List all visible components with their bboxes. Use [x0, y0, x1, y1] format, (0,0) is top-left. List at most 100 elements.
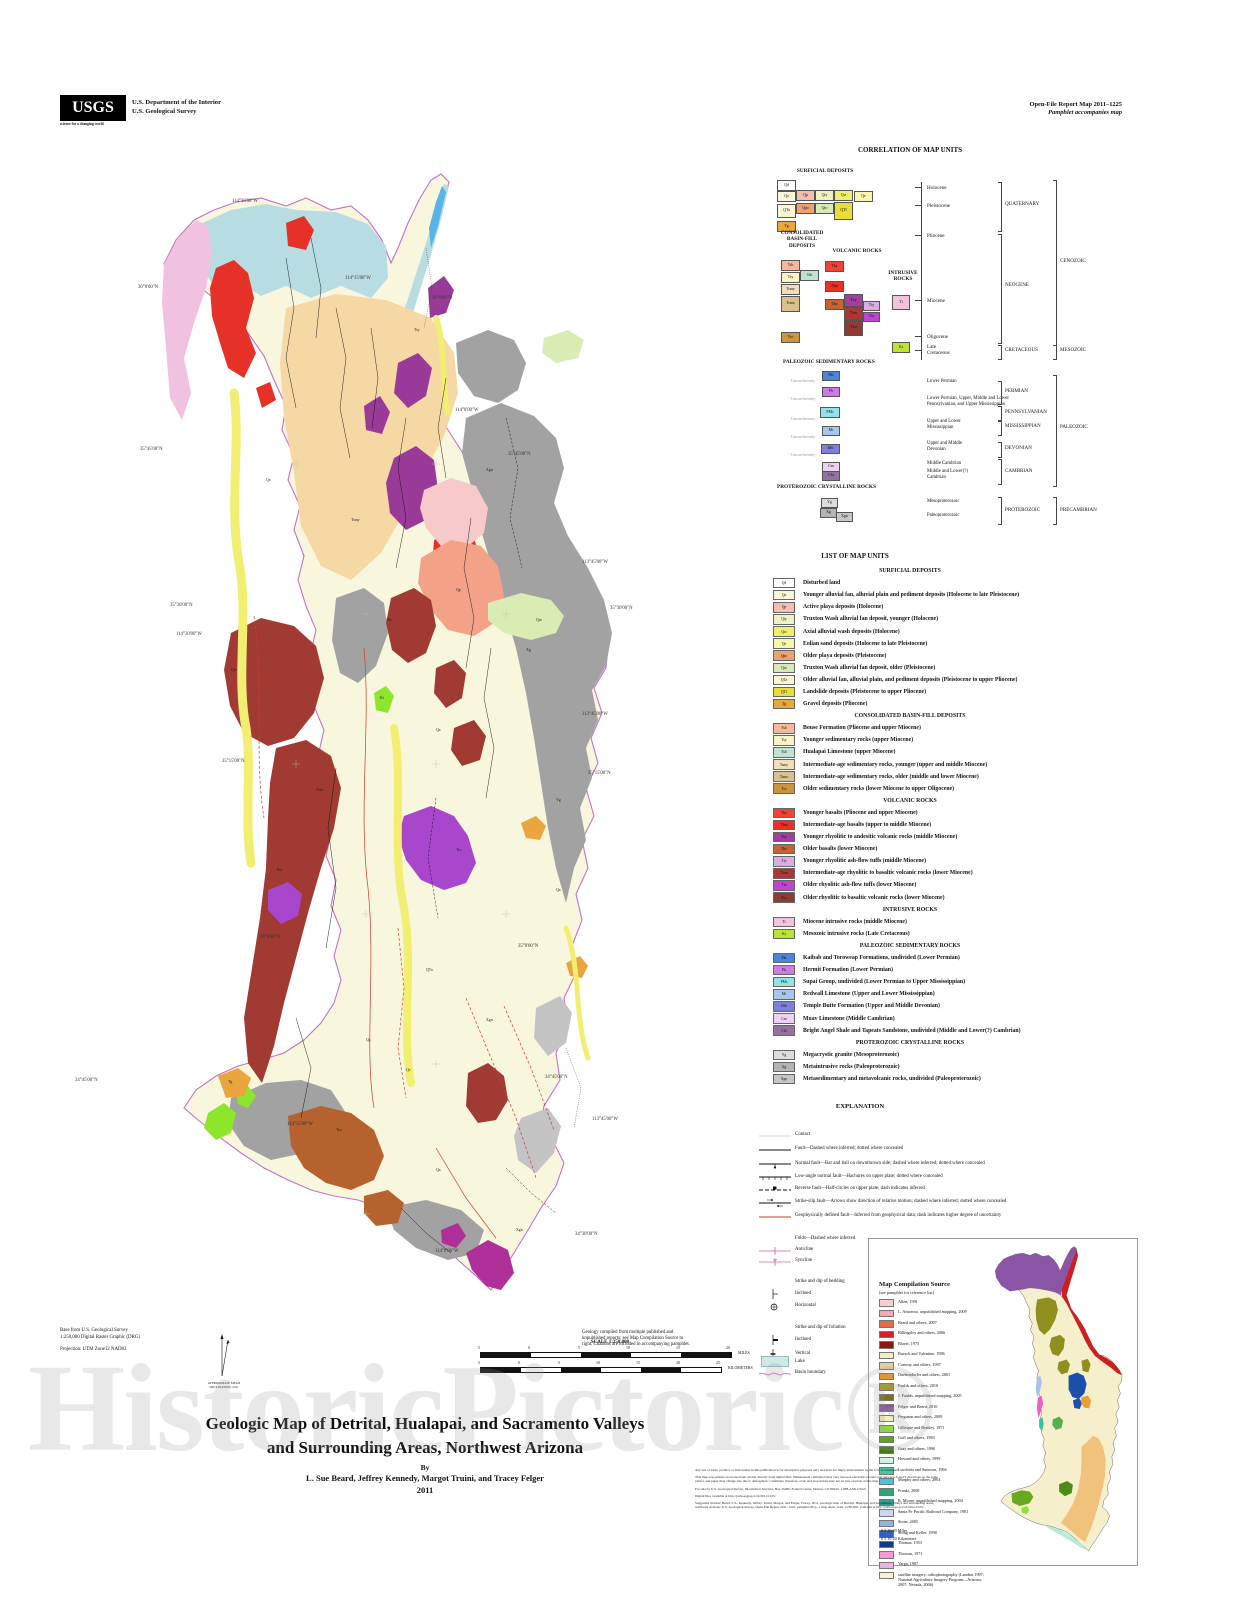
correlation-unit-box: Tbm [825, 281, 844, 292]
map-unit-row: Tbm Intermediate-age basalts (upper to m… [755, 819, 1195, 831]
source-row: satellite imagery, orthophotography (Lan… [879, 1572, 987, 1588]
unit-code: Xg [826, 510, 831, 515]
map-unit-label: Younger rhyolitic ash-flow tuffs (middle… [803, 858, 927, 865]
era-bracket [998, 459, 1002, 485]
time-tick [915, 300, 921, 301]
normal-fault-label: Normal fault—Bar and ball on downthrown … [795, 1161, 985, 1166]
north-arrow-icon [220, 1334, 230, 1377]
map-unit-row: Dtb Temple Butte Formation (Upper and Mi… [755, 1000, 1195, 1012]
correlation-label: MISSISSIPPIAN [1005, 423, 1041, 429]
era-bracket [998, 497, 1002, 525]
map-unit-swatch: Xg [773, 1061, 795, 1073]
dept-line2: U.S. Geological Survey [132, 107, 197, 115]
anticline-label: Anticline [795, 1247, 814, 1252]
map-unit-code-label: Ki [380, 696, 384, 700]
coordinate-label: 113°45'00"W [582, 712, 608, 717]
map-unit-label: Hualapai Limestone (upper Miocene) [803, 749, 896, 756]
foliation-inclined-label: Inclined [795, 1337, 812, 1342]
map-unit-code: Ti [782, 919, 786, 924]
correlation-label: PALEOZOIC [1060, 424, 1088, 430]
main-map-svg [162, 173, 612, 1291]
dept-line1: U.S. Department of the Interior [132, 99, 221, 106]
map-unit-code: Tbo [781, 847, 787, 852]
map-unit-swatch: Qp [773, 602, 795, 613]
source-swatch [879, 1435, 894, 1444]
map-unit-swatch: Dtb [773, 1001, 795, 1012]
correlation-label: Paleoproterozoic [927, 513, 960, 518]
map-unit-code-label: Xg [526, 648, 531, 652]
km-unit: KILOMETERS [728, 1366, 753, 1370]
miles-tick: 0 [528, 1346, 530, 1350]
map-unit-code-label: Qe [406, 1068, 411, 1072]
map-unit-code-label: Qa [436, 1168, 441, 1172]
map-unit-row: Ph Hermit Formation (Lower Permian) [755, 964, 1195, 976]
map-unit-row: Qto Truxton Wash alluvial fan deposit, o… [755, 662, 1195, 674]
map-unit-code: Ki [782, 931, 786, 936]
map-unit-swatch: Tvo [773, 892, 795, 903]
compilation-inset-map [994, 1246, 1123, 1552]
unit-code: Qty [821, 192, 828, 197]
map-unit-row: Tbo Older basalts (lower Miocene) [755, 843, 1195, 855]
map-unit-row: Tso Older sedimentary rocks (lower Mioce… [755, 783, 1195, 795]
fine-print-p2: This map was printed on an electronic pl… [695, 1475, 938, 1484]
source-label: Faulds and others, 2010 [898, 1382, 939, 1388]
map-unit-code-label: Qa [266, 478, 271, 482]
map-unit-label: Older basalts (lower Miocene) [803, 846, 878, 853]
byline: By [420, 1463, 430, 1472]
map-unit-code: Tvo [781, 895, 787, 900]
map-unit-row: Qe Eolian sand deposits (Holocene to lat… [755, 638, 1195, 650]
map-unit-code-label: QTa [426, 968, 433, 972]
map-unit-code: Xgn [780, 1076, 788, 1081]
strike-slip-fault-label: Strike-slip fault—Arrows show direction … [795, 1199, 1007, 1204]
map-unit-row: Ti Miocene intrusive rocks (middle Mioce… [755, 916, 1195, 928]
map-unit-swatch: Tbm [773, 819, 795, 831]
source-swatch [879, 1351, 894, 1360]
source-label: Gillespie and Bentley, 1971 [898, 1424, 945, 1430]
source-swatch [879, 1519, 894, 1528]
unit-code: Tby [831, 263, 838, 268]
map-unit-code: Qp [781, 605, 787, 610]
unit-code: Ti [899, 299, 903, 304]
map-unit-swatch: Qpo [773, 650, 795, 661]
correlation-unit-box: Qto [815, 203, 834, 214]
source-row: Pranki, 2009 [879, 1488, 987, 1496]
map-unit-code: Ph [782, 968, 786, 973]
correlation-unit-box: Tso [781, 332, 800, 343]
map-unit-code-label: Tto [456, 848, 462, 852]
bedding-horizontal-label: Horizontal [795, 1303, 816, 1308]
map-unit-code: Tty [781, 859, 787, 864]
correlation-label: Unconformity [791, 452, 816, 457]
coordinate-label: 35°15'00"N [588, 771, 611, 776]
era-bracket [998, 442, 1002, 458]
map-unit-row: Tvo Older rhyolitic to basaltic volcanic… [755, 892, 1195, 904]
map-unit-row: Tsmy Intermediate-age sedimentary rocks,… [755, 759, 1195, 771]
map-unit-label: Older rhyolitic to basaltic volcanic roc… [803, 894, 945, 901]
map-unit-code: Tsy [781, 738, 787, 743]
source-swatch [879, 1425, 894, 1433]
correlation-unit-box: Tsh [800, 270, 819, 281]
unit-code: QTa [783, 208, 790, 213]
source-row: Varga, 1987 [879, 1561, 987, 1569]
correlation-unit-box: Tg [777, 221, 796, 232]
bedding-horizontal-symbol [770, 1303, 778, 1311]
map-unit-code-label: Yg [556, 798, 561, 802]
map-unit-code: Tso [781, 786, 787, 791]
map-unit-swatch: Tg [773, 698, 795, 710]
correlation-of-map-units: Qd Qa Qp Qty Qw Qe Qpo Qto QTa QTl Tg Tsb Tsy Tsh Tsmy… [755, 146, 1195, 560]
coordinate-label: 35°30'00"N [170, 603, 193, 608]
map-unit-code: Tvy [781, 835, 787, 840]
source-row: Howard and others, 1999 [879, 1456, 987, 1465]
map-compilation-source: Map Compilation Source [see pamphlet for… [868, 1238, 1138, 1587]
map-unit-label: Eolian sand deposits (Holocene to late P… [803, 640, 928, 647]
correlation-unit-box: Tsmo [781, 296, 800, 312]
map-unit-row: Ki Mesozoic intrusive rocks (Late Cretac… [755, 928, 1195, 940]
map-unit-code: Tsh [781, 750, 787, 755]
source-row: Thorson, 1971 [879, 1551, 987, 1559]
map-unit-code-label: Tsb [386, 618, 392, 622]
correlation-unit-box: Tty [863, 301, 880, 311]
map-unit-swatch: Tto [773, 880, 795, 891]
map-unit-swatch: Tsb [773, 723, 795, 734]
map-unit-swatch: Qd [773, 577, 795, 589]
geologic-time-axis [921, 182, 922, 360]
unit-code: Tg [784, 223, 789, 228]
